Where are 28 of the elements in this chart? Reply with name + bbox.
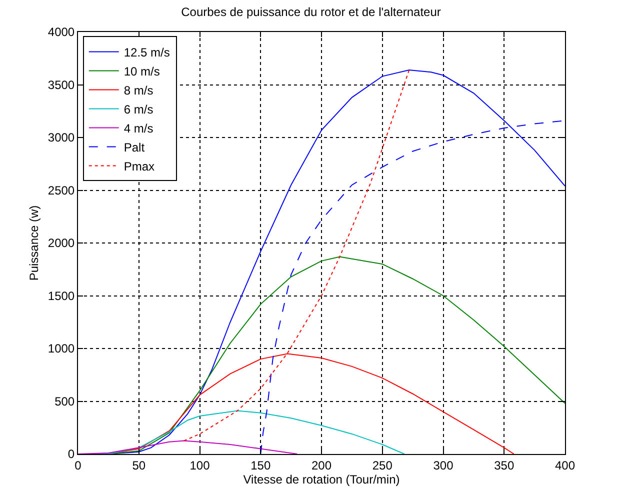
legend-label: 4 m/s: [124, 121, 154, 136]
y-tick-label: 500: [54, 394, 75, 408]
legend-label: 8 m/s: [124, 83, 154, 98]
y-tick-label: 2500: [48, 183, 75, 198]
x-tick-label: 50: [132, 458, 146, 472]
y-tick-label: 0: [68, 447, 75, 462]
x-tick-label: 400: [554, 458, 576, 472]
x-tick-label: 350: [494, 458, 514, 472]
x-tick-label: 200: [311, 458, 332, 472]
y-tick-label: 1000: [48, 342, 75, 356]
legend-label: 12.5 m/s: [124, 45, 170, 60]
line-series: [78, 440, 298, 454]
y-tick-label: 4000: [48, 25, 75, 40]
x-axis-title: Vitesse de rotation (Tour/min): [243, 472, 400, 486]
legend-label: 6 m/s: [124, 102, 154, 116]
y-tick-label: 3000: [48, 130, 75, 145]
y-axis-title: Puissance (w): [27, 205, 42, 281]
x-tick-label: 250: [372, 458, 393, 472]
x-tick-label: 300: [433, 458, 454, 472]
y-tick-label: 2000: [48, 236, 75, 250]
legend-label: Palt: [124, 140, 146, 154]
chart-title: Courbes de puissance du rotor et de l'alternateur: [181, 4, 441, 19]
y-tick-label: 3500: [48, 78, 75, 92]
x-tick-label: 150: [250, 458, 271, 472]
x-tick-label: 100: [190, 458, 210, 472]
legend-label: 10 m/s: [124, 64, 160, 78]
y-tick-label: 1500: [48, 288, 75, 303]
legend-label: Pmax: [124, 159, 155, 174]
